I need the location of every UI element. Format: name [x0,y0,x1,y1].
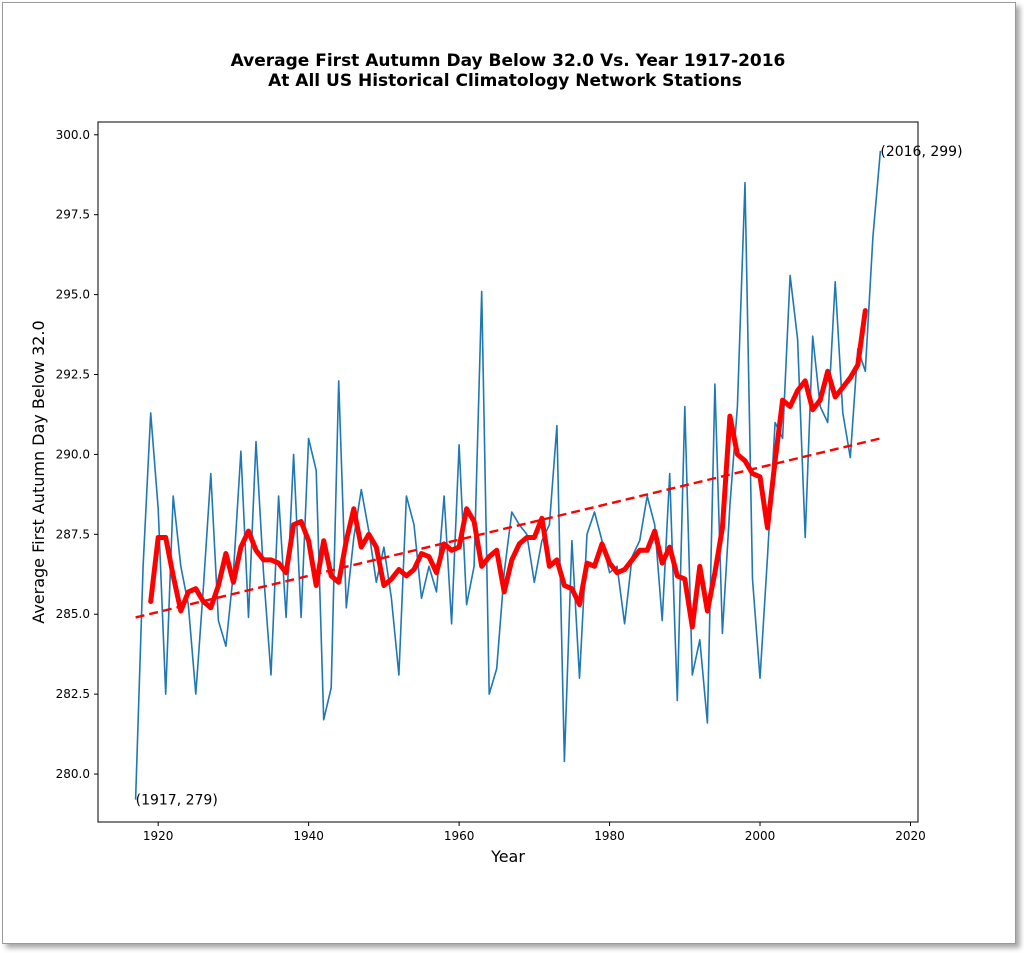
chart-title-line-2: At All US Historical Climatology Network… [268,71,742,91]
chart-title-line-1: Average First Autumn Day Below 32.0 Vs. … [231,51,786,71]
trend-line [135,437,881,619]
y-tick-label: 295.0 [56,288,90,302]
annotation-layer: (1917, 279) (2016, 299) [136,144,963,809]
annual-series-line [134,150,882,800]
y-tick-label: 280.0 [56,767,90,781]
x-tick-label: 2020 [895,829,926,843]
y-tick-label: 285.0 [56,607,90,621]
figure-frame [2,2,1016,944]
x-axis: 1920 1940 1960 1980 2000 2020 [143,822,926,843]
smoothed-series-line [148,308,868,630]
y-tick-label: 290.0 [56,447,90,461]
plot-area [97,121,919,823]
y-axis-label: Average First Autumn Day Below 32.0 [29,320,48,623]
y-tick-label: 292.5 [56,368,90,382]
y-tick-label: 297.5 [56,208,90,222]
y-tick-label: 300.0 [56,128,90,142]
y-axis: 280.0 282.5 285.0 287.5 290.0 292.5 295.0 297.5… [56,128,98,781]
x-tick-label: 1940 [293,829,324,843]
series-layer [134,150,882,800]
plot-frame [97,121,919,823]
point-annotation: (2016, 299) [880,144,962,160]
y-tick-label: 287.5 [56,527,90,541]
y-tick-label: 282.5 [56,687,90,701]
x-tick-label: 1980 [594,829,625,843]
x-tick-label: 2000 [745,829,776,843]
point-annotation: (1917, 279) [136,793,218,809]
x-tick-label: 1920 [143,829,174,843]
x-axis-label: Year [490,847,525,866]
x-tick-label: 1960 [444,829,475,843]
